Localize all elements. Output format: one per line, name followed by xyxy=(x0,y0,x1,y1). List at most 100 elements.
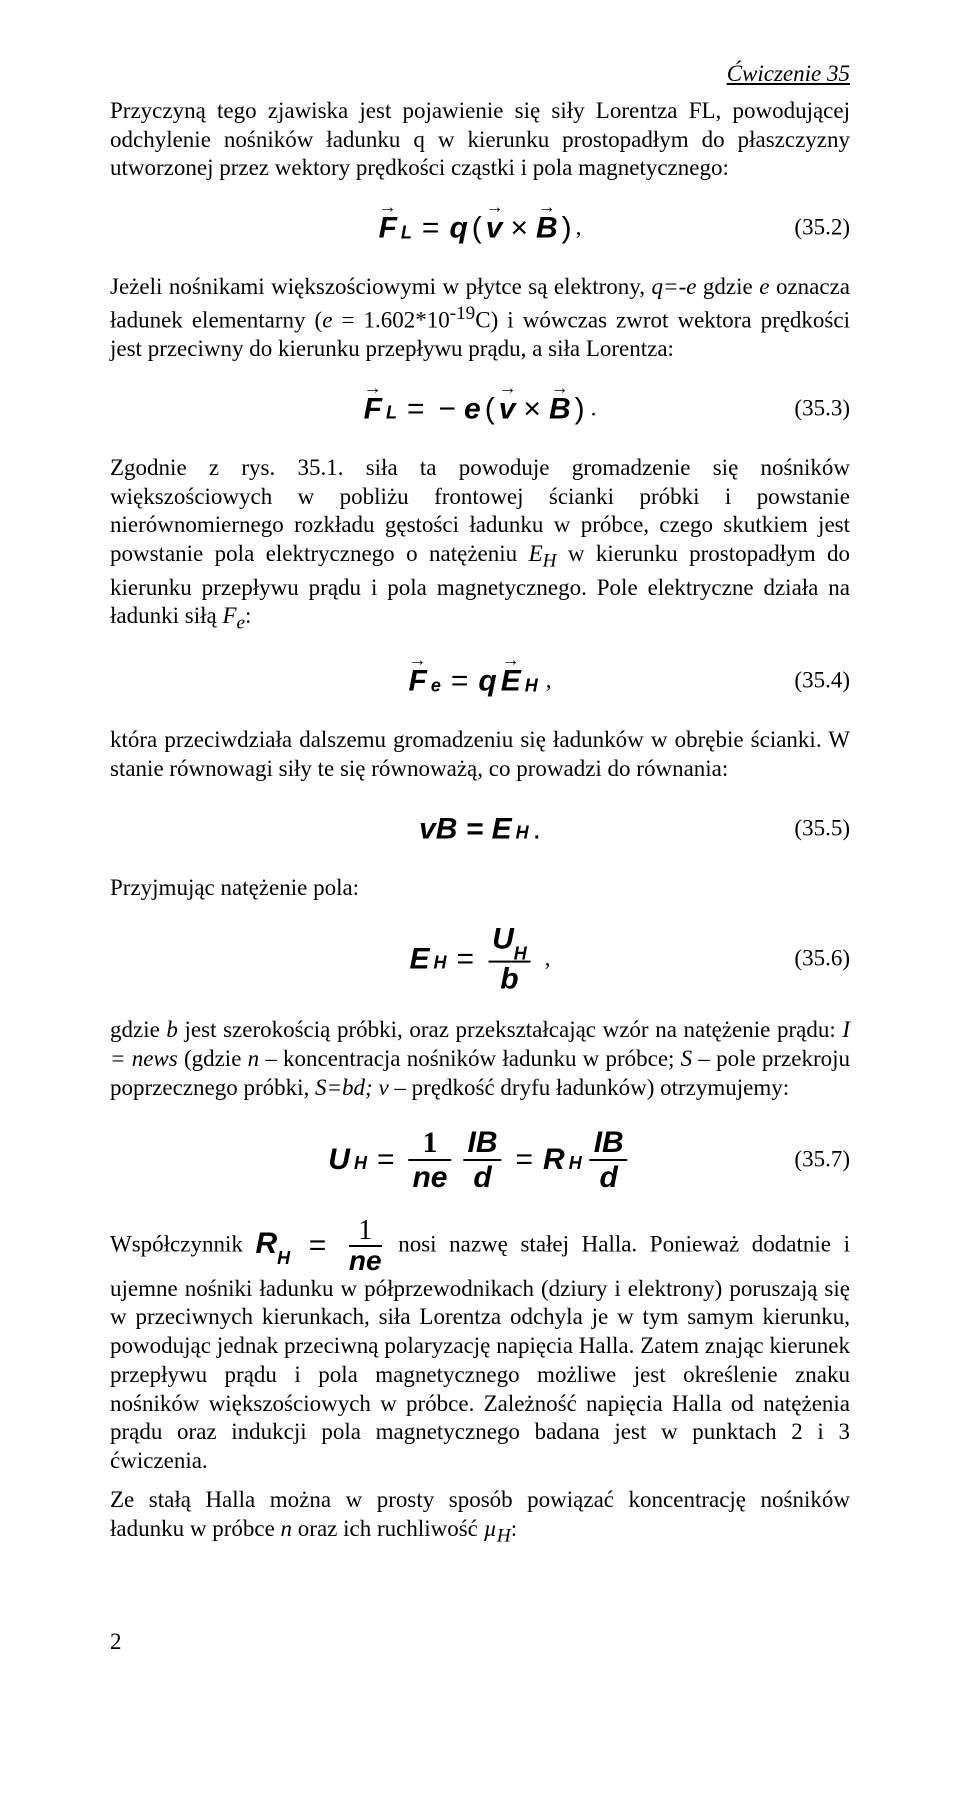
paragraph-2: Jeżeli nośnikami większościowymi w płytc… xyxy=(110,273,850,364)
sym-e: e xyxy=(759,274,769,299)
times-sign: × xyxy=(506,209,532,247)
eq-sign: = xyxy=(416,209,446,247)
paragraph-4: która przeciwdziała dalszemu gromadzeniu… xyxy=(110,726,850,784)
sym-e2: e xyxy=(322,307,332,332)
formula-35-5-expr: vB = EH. xyxy=(419,810,541,848)
paren-close: ) xyxy=(575,390,585,428)
minus-sign: − xyxy=(435,390,461,428)
page-number: 2 xyxy=(110,1628,850,1657)
formula-35-6-expr: E H = UH b , xyxy=(410,923,551,996)
paragraph-6: gdzie b jest szerokością próbki, oraz pr… xyxy=(110,1016,850,1102)
formula-35-7: UH = 1 ne IB d = RH IB d (35.7) xyxy=(110,1115,850,1205)
eq-sign: = xyxy=(445,662,475,700)
comma: , xyxy=(542,667,552,696)
p7-a: Współczynnik xyxy=(110,1231,255,1256)
paragraph-3: Zgodnie z rys. 35.1. siła ta powoduje gr… xyxy=(110,454,850,636)
sym-EH: EH xyxy=(529,541,557,566)
sym-b: b xyxy=(496,963,522,996)
sym-n: n xyxy=(349,1245,366,1276)
p2-a: Jeżeli nośnikami większościowymi w płytc… xyxy=(110,274,652,299)
formula-35-6-number: (35.6) xyxy=(794,945,850,974)
sym-q: q xyxy=(478,662,496,700)
eq-sign: = xyxy=(371,1141,401,1179)
f5-text: vB = E xyxy=(419,810,512,848)
p3-c: : xyxy=(245,603,251,628)
p8-c: : xyxy=(511,1516,517,1541)
p6-f: – prędkość dryfu ładunków) otrzymujemy: xyxy=(389,1075,790,1100)
frac-IB-d-2: IB d xyxy=(590,1126,628,1194)
paragraph-5: Przyjmując natężenie pola: xyxy=(110,874,850,903)
sym-H-sub: H xyxy=(543,551,557,572)
vec-arrow-icon: → xyxy=(501,648,521,671)
formula-35-3: →FL = −e(→v × →B) . (35.3) xyxy=(110,376,850,442)
sym-F2: F xyxy=(222,603,236,628)
formula-35-7-expr: UH = 1 ne IB d = RH IB d xyxy=(328,1126,631,1194)
page-header-label: Ćwiczenie 35 xyxy=(110,60,850,89)
vec-arrow-icon: → xyxy=(409,648,427,671)
sym-H-sub: H xyxy=(277,1248,290,1268)
sym-S: S xyxy=(681,1046,693,1071)
f5-dot: . xyxy=(533,810,541,848)
sym-E: E xyxy=(410,940,430,978)
sym-e-sub: e xyxy=(237,613,246,634)
sym-e-sub: e xyxy=(431,674,441,697)
sym-L-sub: L xyxy=(386,402,397,425)
sym-Fe: Fe xyxy=(222,603,245,628)
sym-I: I xyxy=(467,1126,475,1159)
sym-muH: µH xyxy=(484,1516,511,1541)
eq-sign: = xyxy=(451,940,481,978)
sym-R: R xyxy=(255,1227,277,1260)
p2-d: = 1.602*10 xyxy=(332,307,449,332)
p2-b: gdzie xyxy=(696,274,759,299)
sym-RH-inline: RH xyxy=(255,1227,290,1260)
formula-35-4-number: (35.4) xyxy=(794,667,850,696)
sym-H-sub: H xyxy=(569,1152,582,1175)
times-sign: × xyxy=(519,390,545,428)
vec-arrow-icon: → xyxy=(549,376,571,399)
sym-U: U xyxy=(328,1141,350,1179)
frac-1-ne-inline: 1 ne xyxy=(349,1217,382,1275)
sym-H-sub: H xyxy=(354,1152,367,1175)
sym-n: n xyxy=(412,1161,430,1194)
one: 1 xyxy=(358,1217,372,1245)
formula-35-5: vB = EH. (35.5) xyxy=(110,796,850,862)
f5-sub: H xyxy=(516,821,529,844)
paragraph-1: Przyczyną tego zjawiska jest pojawienie … xyxy=(110,97,850,183)
paragraph-7: Współczynnik RH = 1 ne nosi nazwę stałej… xyxy=(110,1217,850,1476)
frac-IB-d: IB d xyxy=(463,1126,501,1194)
sym-mu: µ xyxy=(484,1516,497,1541)
formula-35-6: E H = UH b , (35.6) xyxy=(110,914,850,1004)
formula-35-4-expr: →Fe = q→EH , xyxy=(409,662,552,700)
sym-b: b xyxy=(166,1017,178,1042)
comma: , xyxy=(539,945,551,974)
sym-n: n xyxy=(248,1046,260,1071)
sym-q: q xyxy=(449,209,467,247)
paren-open: ( xyxy=(472,209,482,247)
sym-d: d xyxy=(469,1161,495,1194)
p6-c: (gdzie xyxy=(178,1046,248,1071)
vec-arrow-icon: → xyxy=(364,376,382,399)
sym-qeq: q=-e xyxy=(652,274,697,299)
vec-arrow-icon: → xyxy=(499,376,516,399)
sym-U: U xyxy=(492,923,514,956)
sym-e: e xyxy=(431,1161,448,1194)
sym-n: n xyxy=(281,1516,293,1541)
sym-E: E xyxy=(529,541,543,566)
sym-B: B xyxy=(476,1126,498,1159)
one: 1 xyxy=(418,1126,441,1159)
sym-B: B xyxy=(602,1126,624,1159)
sym-R: R xyxy=(543,1141,565,1179)
frac-UH-b: UH b xyxy=(488,923,531,996)
formula-35-2: →FL = q(→v × →B) , (35.2) xyxy=(110,195,850,261)
paragraph-8: Ze stałą Halla można w prosty sposób pow… xyxy=(110,1486,850,1548)
p6-b: jest szerokością próbki, oraz przekształ… xyxy=(178,1017,842,1042)
sym-e: e xyxy=(366,1245,382,1276)
comma: , xyxy=(576,214,582,243)
sym-d: d xyxy=(596,1161,622,1194)
vec-arrow-icon: → xyxy=(536,195,558,218)
formula-35-4: →Fe = q→EH , (35.4) xyxy=(110,648,850,714)
exp-19: -19 xyxy=(450,303,476,324)
eq-sign: = xyxy=(401,390,431,428)
sym-H-sub: H xyxy=(514,944,527,964)
sym-H-sub: H xyxy=(497,1525,511,1546)
